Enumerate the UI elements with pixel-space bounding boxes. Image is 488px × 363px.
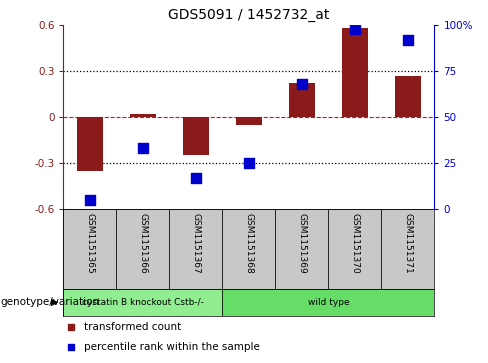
Bar	[223, 209, 275, 289]
Bar	[169, 209, 223, 289]
Text: ▶: ▶	[51, 297, 59, 307]
Point	[192, 175, 200, 180]
Point	[351, 26, 359, 32]
Bar	[288, 83, 315, 117]
Text: GSM1151371: GSM1151371	[403, 213, 412, 273]
Bar	[63, 209, 117, 289]
Title: GDS5091 / 1452732_at: GDS5091 / 1452732_at	[168, 8, 329, 22]
Text: GSM1151369: GSM1151369	[297, 213, 306, 273]
Bar	[117, 209, 169, 289]
Point	[139, 145, 147, 151]
Point	[404, 37, 412, 43]
Bar	[342, 28, 368, 117]
Bar	[223, 289, 434, 316]
Text: cystatin B knockout Cstb-/-: cystatin B knockout Cstb-/-	[82, 298, 204, 307]
Bar	[328, 209, 381, 289]
Bar	[77, 117, 103, 171]
Bar	[381, 209, 434, 289]
Text: GSM1151368: GSM1151368	[244, 213, 253, 273]
Bar	[63, 289, 223, 316]
Point	[245, 160, 253, 166]
Point	[298, 81, 306, 87]
Point	[86, 197, 94, 203]
Text: GSM1151366: GSM1151366	[139, 213, 147, 273]
Text: wild type: wild type	[307, 298, 349, 307]
Text: percentile rank within the sample: percentile rank within the sample	[84, 342, 260, 352]
Text: GSM1151365: GSM1151365	[85, 213, 95, 273]
Text: transformed count: transformed count	[84, 322, 181, 332]
Bar	[275, 209, 328, 289]
Bar	[395, 76, 421, 117]
Bar	[183, 117, 209, 155]
Text: GSM1151367: GSM1151367	[191, 213, 201, 273]
Text: genotype/variation: genotype/variation	[0, 297, 99, 307]
Bar	[236, 117, 262, 125]
Bar	[130, 114, 156, 117]
Text: GSM1151370: GSM1151370	[350, 213, 359, 273]
